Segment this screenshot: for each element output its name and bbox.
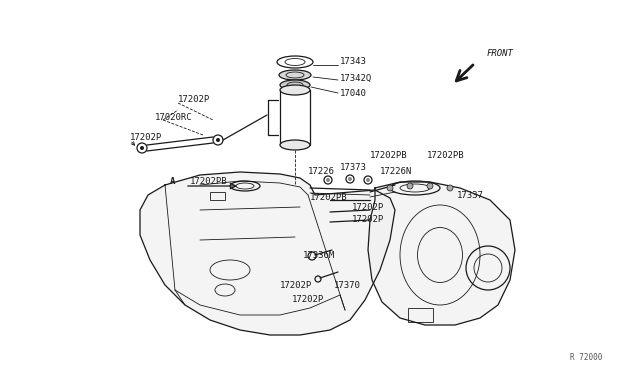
Text: A: A [170, 177, 175, 186]
Text: 17336M: 17336M [303, 251, 335, 260]
Bar [210, 192, 225, 200]
Text: FRONT: FRONT [487, 48, 514, 58]
Text: 17040: 17040 [340, 89, 367, 97]
Polygon shape [140, 172, 395, 335]
Circle shape [427, 183, 433, 189]
Text: 17370: 17370 [334, 282, 361, 291]
Text: 17202P: 17202P [178, 96, 211, 105]
Text: 17202P: 17202P [292, 295, 324, 305]
Text: R 72000: R 72000 [570, 353, 602, 362]
Text: 17343: 17343 [340, 58, 367, 67]
Circle shape [216, 138, 220, 142]
Text: 17202PB: 17202PB [427, 151, 465, 160]
Circle shape [447, 185, 453, 191]
Text: 17337: 17337 [457, 190, 484, 199]
Circle shape [348, 177, 352, 181]
Polygon shape [368, 182, 515, 325]
Circle shape [407, 183, 413, 189]
Ellipse shape [279, 70, 311, 80]
Text: 17202PB: 17202PB [310, 192, 348, 202]
Circle shape [387, 185, 393, 191]
Ellipse shape [280, 85, 310, 95]
Text: 17202P: 17202P [352, 203, 384, 212]
Ellipse shape [280, 80, 310, 90]
Circle shape [326, 178, 330, 182]
Bar [408, 308, 433, 322]
Text: 17202PB: 17202PB [370, 151, 408, 160]
Circle shape [140, 146, 144, 150]
Text: 17226: 17226 [308, 167, 335, 176]
Circle shape [366, 178, 370, 182]
Text: 17020RC: 17020RC [155, 112, 193, 122]
Ellipse shape [280, 140, 310, 150]
Text: 17202PB: 17202PB [190, 177, 228, 186]
Text: 17202P: 17202P [130, 132, 163, 141]
Text: 17342Q: 17342Q [340, 74, 372, 83]
Text: 17202P: 17202P [352, 215, 384, 224]
Text: 17202P: 17202P [280, 282, 312, 291]
Text: 17226N: 17226N [380, 167, 412, 176]
Text: 17373: 17373 [340, 163, 367, 171]
